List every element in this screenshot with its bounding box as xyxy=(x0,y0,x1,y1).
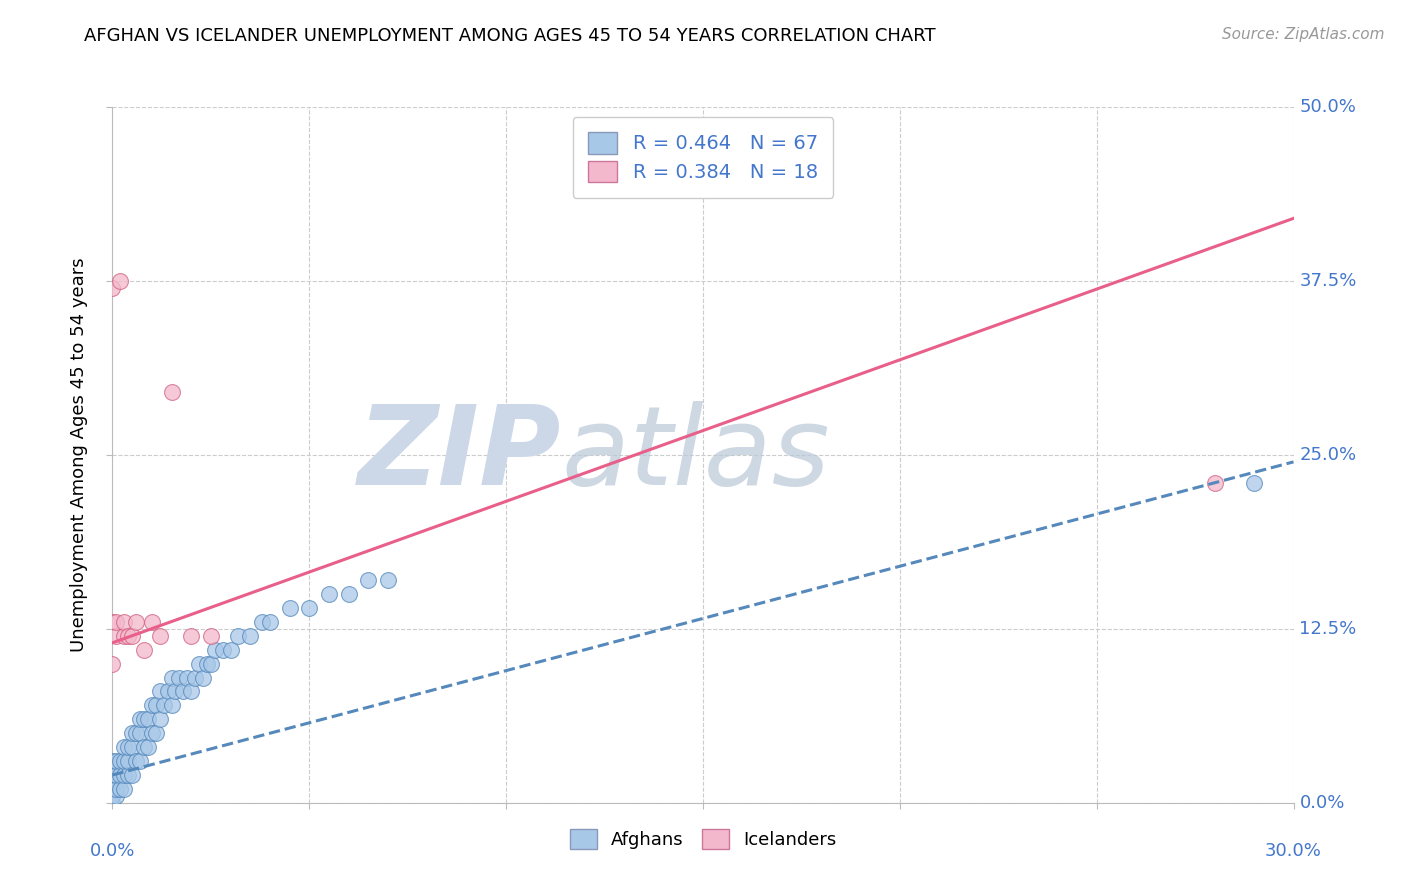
Point xyxy=(112,629,135,643)
Point xyxy=(172,684,194,698)
Point xyxy=(136,712,159,726)
Point xyxy=(121,629,143,643)
Point xyxy=(125,615,148,629)
Point xyxy=(165,684,187,698)
Point xyxy=(228,629,250,643)
Point xyxy=(211,642,233,657)
Point xyxy=(129,754,152,768)
Point xyxy=(337,587,360,601)
Point xyxy=(156,684,179,698)
Point xyxy=(160,671,183,685)
Point xyxy=(101,615,124,629)
Point xyxy=(188,657,211,671)
Point xyxy=(101,281,124,295)
Point xyxy=(105,615,128,629)
Point xyxy=(110,781,132,796)
Point xyxy=(239,629,262,643)
Point xyxy=(112,781,135,796)
Point xyxy=(117,629,139,643)
Point xyxy=(141,726,163,740)
Point xyxy=(132,740,155,755)
Point xyxy=(176,671,198,685)
Point xyxy=(110,768,132,782)
Point xyxy=(191,671,214,685)
Point xyxy=(101,781,124,796)
Point xyxy=(136,740,159,755)
Point xyxy=(1243,475,1265,490)
Point xyxy=(101,796,124,810)
Point xyxy=(152,698,174,713)
Point xyxy=(180,629,202,643)
Point xyxy=(101,657,124,671)
Point xyxy=(160,698,183,713)
Point xyxy=(117,768,139,782)
Point xyxy=(318,587,340,601)
Point xyxy=(117,754,139,768)
Point xyxy=(160,385,183,400)
Text: 50.0%: 50.0% xyxy=(1299,98,1357,116)
Text: 25.0%: 25.0% xyxy=(1299,446,1357,464)
Point xyxy=(219,642,242,657)
Point xyxy=(169,671,191,685)
Point xyxy=(259,615,281,629)
Point xyxy=(145,726,167,740)
Legend: Afghans, Icelanders: Afghans, Icelanders xyxy=(562,822,844,856)
Point xyxy=(1204,475,1226,490)
Text: ZIP: ZIP xyxy=(357,401,561,508)
Point xyxy=(112,754,135,768)
Point xyxy=(141,615,163,629)
Point xyxy=(101,754,124,768)
Point xyxy=(141,698,163,713)
Point xyxy=(357,573,380,587)
Point xyxy=(200,629,222,643)
Point xyxy=(129,726,152,740)
Point xyxy=(117,740,139,755)
Point xyxy=(184,671,207,685)
Point xyxy=(121,740,143,755)
Point xyxy=(250,615,273,629)
Text: 0.0%: 0.0% xyxy=(1299,794,1344,812)
Point xyxy=(105,768,128,782)
Text: 30.0%: 30.0% xyxy=(1265,842,1322,860)
Point xyxy=(195,657,218,671)
Point xyxy=(121,768,143,782)
Point xyxy=(200,657,222,671)
Point xyxy=(110,754,132,768)
Text: AFGHAN VS ICELANDER UNEMPLOYMENT AMONG AGES 45 TO 54 YEARS CORRELATION CHART: AFGHAN VS ICELANDER UNEMPLOYMENT AMONG A… xyxy=(84,27,936,45)
Point xyxy=(204,642,226,657)
Point xyxy=(132,642,155,657)
Point xyxy=(149,629,172,643)
Point xyxy=(298,601,321,615)
Text: 37.5%: 37.5% xyxy=(1299,272,1357,290)
Point xyxy=(149,712,172,726)
Point xyxy=(112,615,135,629)
Point xyxy=(112,740,135,755)
Point xyxy=(180,684,202,698)
Point xyxy=(132,712,155,726)
Point xyxy=(105,629,128,643)
Y-axis label: Unemployment Among Ages 45 to 54 years: Unemployment Among Ages 45 to 54 years xyxy=(70,258,89,652)
Point xyxy=(121,726,143,740)
Point xyxy=(129,712,152,726)
Point xyxy=(101,761,124,775)
Point xyxy=(125,754,148,768)
Point xyxy=(105,781,128,796)
Point xyxy=(149,684,172,698)
Point xyxy=(145,698,167,713)
Point xyxy=(278,601,301,615)
Point xyxy=(101,789,124,803)
Point xyxy=(110,274,132,288)
Point xyxy=(105,789,128,803)
Point xyxy=(105,754,128,768)
Text: Source: ZipAtlas.com: Source: ZipAtlas.com xyxy=(1222,27,1385,42)
Point xyxy=(125,726,148,740)
Point xyxy=(377,573,399,587)
Point xyxy=(112,768,135,782)
Text: 0.0%: 0.0% xyxy=(90,842,135,860)
Text: atlas: atlas xyxy=(561,401,830,508)
Text: 12.5%: 12.5% xyxy=(1299,620,1357,638)
Point xyxy=(101,768,124,782)
Point xyxy=(101,775,124,789)
